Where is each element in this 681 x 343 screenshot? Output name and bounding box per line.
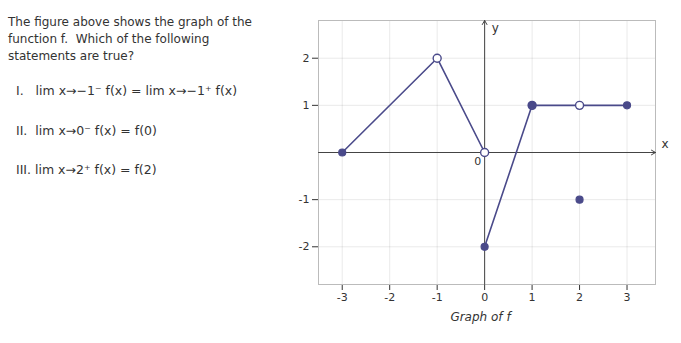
svg-text:1: 1 bbox=[529, 291, 536, 304]
svg-text:-2: -2 bbox=[384, 291, 395, 304]
html-text:II. lim x→0⁻ f(x) = f(0): II. lim x→0⁻ f(x) = f(0) bbox=[16, 122, 157, 138]
svg-text:-1: -1 bbox=[299, 193, 310, 206]
svg-text:1: 1 bbox=[303, 99, 310, 112]
svg-text:0: 0 bbox=[474, 155, 481, 168]
html-text:The figure above shows the gra: The figure above shows the graph of the … bbox=[8, 15, 256, 63]
svg-text:2: 2 bbox=[303, 52, 310, 65]
html-text:III. lim x→2⁺ f(x) = f(2): III. lim x→2⁺ f(x) = f(2) bbox=[16, 162, 157, 178]
svg-text:-3: -3 bbox=[337, 291, 348, 304]
html-text:Graph of f: Graph of f bbox=[450, 310, 511, 324]
svg-text:-1: -1 bbox=[432, 291, 443, 304]
svg-text:2: 2 bbox=[576, 291, 583, 304]
svg-text:3: 3 bbox=[624, 291, 631, 304]
svg-text:y: y bbox=[492, 21, 499, 35]
svg-text:-2: -2 bbox=[299, 240, 310, 253]
html-text:I. lim x→−1⁻ f(x) = lim x→−1⁺: I. lim x→−1⁻ f(x) = lim x→−1⁺ f(x) bbox=[16, 83, 237, 99]
svg-text:x: x bbox=[662, 137, 669, 151]
svg-text:0: 0 bbox=[481, 291, 488, 304]
